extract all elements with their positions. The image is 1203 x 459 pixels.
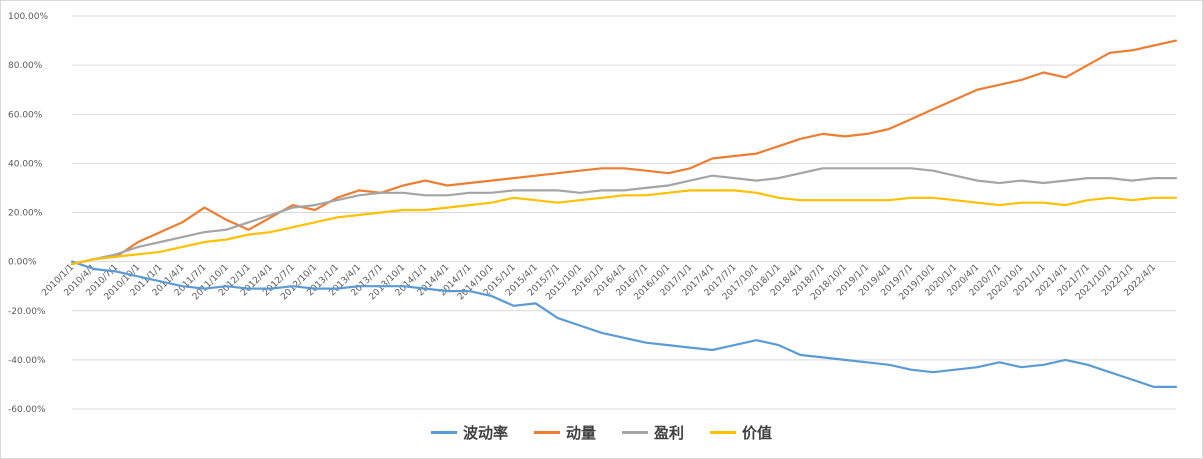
legend-label-profit: 盈利 (654, 424, 685, 442)
legend-item-momentum[interactable]: 动量 (533, 422, 596, 443)
y-tick-label: 60.00% (8, 110, 43, 120)
series-line-0 (70, 260, 1178, 388)
y-tick-label: -40.00% (8, 356, 46, 366)
legend-swatch-momentum (533, 431, 560, 434)
legend-item-profit[interactable]: 盈利 (622, 422, 684, 443)
y-axis-tick-labels: 100.00% 80.00% 60.00% 40.00% 20.00% 0.00% -20.… (8, 12, 48, 415)
y-tick-label: 100.00% (8, 12, 48, 22)
y-tick-label: 80.00% (8, 61, 43, 71)
x-axis-tick-labels: 2010/1/12010/4/12010/7/12010/10/12011/1/… (40, 263, 1158, 303)
grid-lines (72, 15, 1176, 410)
legend-label-value: 价值 (742, 424, 773, 442)
series-line-2 (70, 167, 1178, 266)
y-tick-label: 20.00% (8, 209, 43, 219)
y-tick-label: 0.00% (8, 258, 37, 268)
legend-item-value[interactable]: 价值 (710, 422, 772, 443)
series-lines (70, 39, 1178, 388)
legend-label-momentum: 动量 (565, 424, 596, 442)
legend-swatch-profit (622, 431, 648, 434)
y-tick-label: -20.00% (8, 307, 46, 317)
legend: 波动率 动量 盈利 价值 (0, 422, 1203, 443)
y-tick-label: -60.00% (8, 405, 46, 415)
legend-swatch-volatility (430, 431, 457, 434)
y-tick-label: 40.00% (8, 159, 43, 169)
legend-label-volatility: 波动率 (462, 424, 508, 442)
series-line-3 (70, 189, 1178, 266)
legend-swatch-value (710, 431, 737, 434)
series-line-1 (70, 39, 1178, 266)
legend-item-volatility[interactable]: 波动率 (430, 422, 508, 443)
